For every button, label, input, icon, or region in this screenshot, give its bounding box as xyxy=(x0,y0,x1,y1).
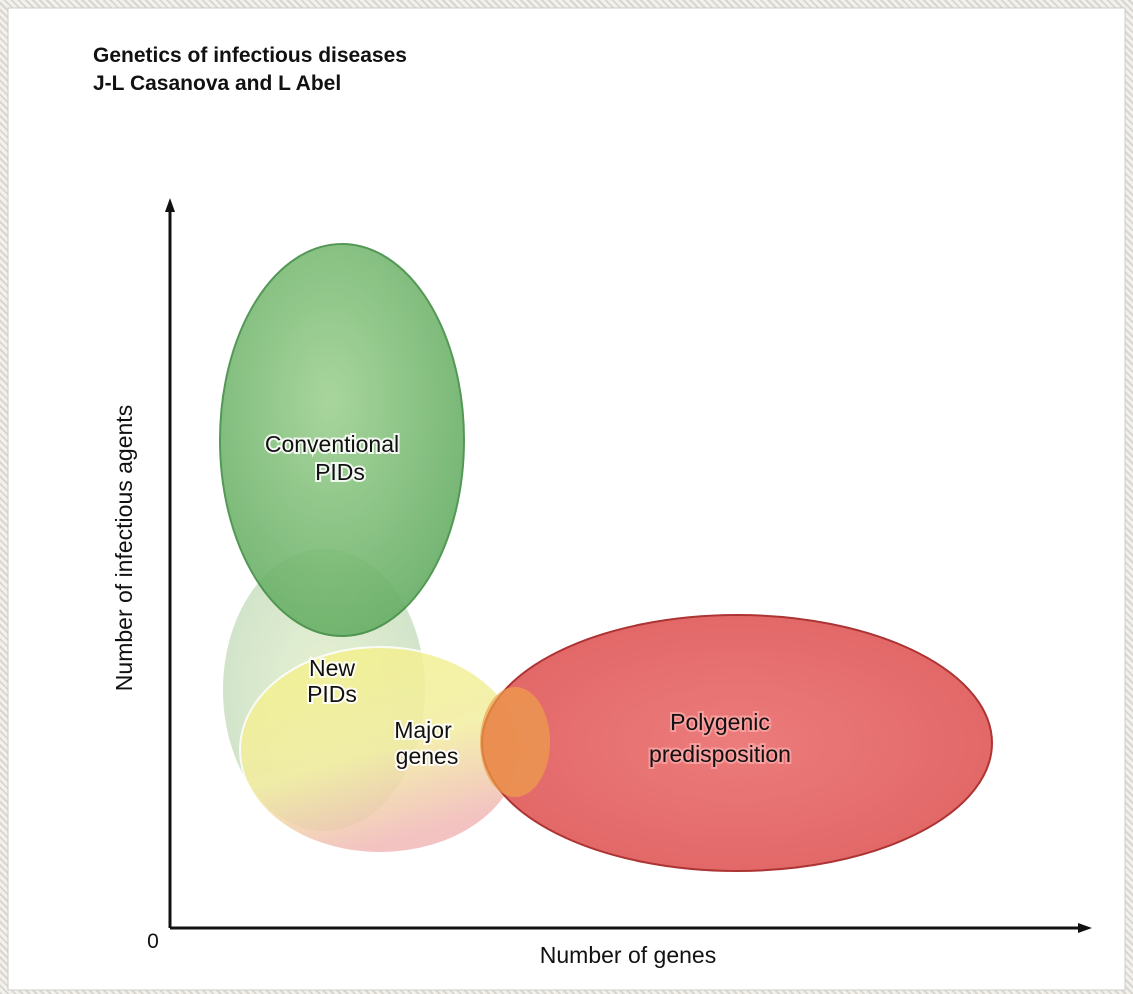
title: Genetics of infectious diseases xyxy=(93,44,407,67)
x-axis-label: Number of genes xyxy=(540,942,716,968)
y-arrow xyxy=(165,198,175,212)
label-line: Conventional xyxy=(265,431,399,457)
label-line: PIDs xyxy=(315,459,365,485)
author: J-L Casanova and L Abel xyxy=(93,72,341,95)
origin-label: 0 xyxy=(147,930,159,953)
major-genes-ellipse xyxy=(239,646,521,854)
region-label: Polygenic predisposition xyxy=(649,709,791,767)
label-line: Polygenic xyxy=(670,709,770,735)
label-line: Major xyxy=(394,717,452,743)
label-line: predisposition xyxy=(649,741,791,767)
label-line: New xyxy=(309,655,355,681)
label-line: genes xyxy=(396,743,459,769)
region-label: Major genes xyxy=(394,717,458,769)
region-label: New PIDs xyxy=(307,655,357,707)
conventional-pids-ellipse xyxy=(219,243,465,637)
label-line: PIDs xyxy=(307,681,357,707)
panel xyxy=(7,7,1126,991)
overlap xyxy=(480,687,550,797)
x-arrow xyxy=(1078,923,1092,933)
y-axis-label: Number of infectious agents xyxy=(111,405,137,691)
region-label: Conventional PIDs xyxy=(265,431,399,485)
